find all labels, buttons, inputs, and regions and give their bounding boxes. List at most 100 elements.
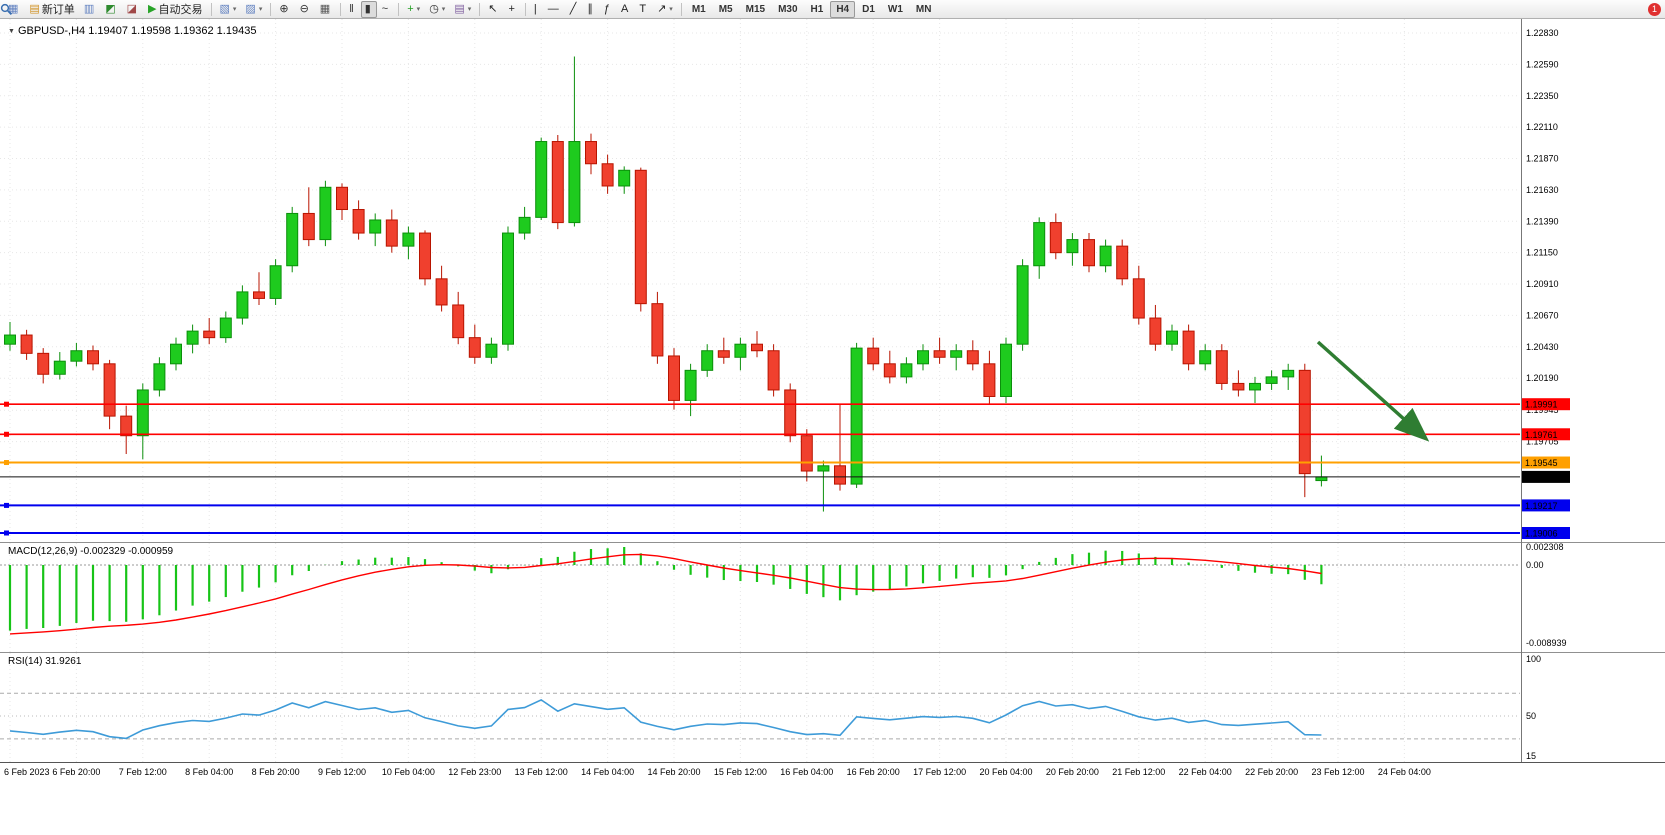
arrows-icon[interactable]: ↗ ▾ xyxy=(653,1,677,18)
timeframe-m1[interactable]: M1 xyxy=(686,1,712,18)
svg-text:1.21630: 1.21630 xyxy=(1526,185,1559,195)
cursor-icon[interactable]: ↖ xyxy=(484,1,503,18)
timeframe-m5[interactable]: M5 xyxy=(713,1,739,18)
autotrading-glyph: ▶ xyxy=(148,2,157,15)
time-axis-label: 22 Feb 04:00 xyxy=(1179,767,1232,777)
svg-text:15: 15 xyxy=(1526,751,1536,761)
svg-text:1.19217: 1.19217 xyxy=(1525,501,1558,511)
toolbar-separator xyxy=(524,2,526,16)
rsi-label: RSI(14) 31.9261 xyxy=(8,656,82,667)
candlestick-mode-icon[interactable]: ▮ xyxy=(360,0,377,18)
macd-panel[interactable]: 0.002308 0.00 -0.008939 xyxy=(0,542,1665,652)
svg-text:1.19006: 1.19006 xyxy=(1525,529,1558,539)
chart-title: ▼ GBPUSD-,H4 1.19407 1.19598 1.19362 1.1… xyxy=(8,25,256,37)
timeframe-d1[interactable]: D1 xyxy=(856,1,881,18)
chart-context-icon[interactable]: ▼ xyxy=(8,27,15,35)
time-axis[interactable]: 6 Feb 2023 6 Feb 20:00 7 Feb 12:00 8 Feb 04… xyxy=(0,762,1665,788)
time-axis-label: 14 Feb 20:00 xyxy=(647,767,700,777)
time-axis-label: 14 Feb 04:00 xyxy=(581,767,634,777)
timeframe-m15-label: M15 xyxy=(745,3,766,15)
zoom-out-icon[interactable]: ⊖ xyxy=(296,1,315,18)
autotrading-button[interactable]: ▶ 自动交易 xyxy=(144,1,206,18)
toolbar-separator xyxy=(680,2,682,16)
market-watch-icon[interactable]: ◩ xyxy=(101,1,121,18)
indicators-icon[interactable]: + ▾ xyxy=(403,1,424,18)
timeframe-m15[interactable]: M15 xyxy=(740,1,771,18)
bar-chart-mode-icon[interactable]: ‖ xyxy=(345,1,360,18)
svg-text:1.22590: 1.22590 xyxy=(1526,59,1559,69)
charts-grid-icon[interactable]: ▥ xyxy=(80,1,100,18)
timeframe-h4[interactable]: H4 xyxy=(830,0,856,18)
toolbar-separator xyxy=(270,2,272,16)
trend-arrow[interactable] xyxy=(1316,340,1430,442)
horizontal-line-icon[interactable]: — xyxy=(544,1,565,18)
svg-text:50: 50 xyxy=(1526,711,1536,721)
text-label-icon-glyph: T xyxy=(639,2,647,15)
tile-windows-icon[interactable]: ▦ xyxy=(316,1,336,18)
svg-text:1.19945: 1.19945 xyxy=(1526,405,1559,415)
price-tag-1.19545 xyxy=(1522,456,1570,469)
svg-text:1.19545: 1.19545 xyxy=(1525,458,1558,468)
timeframe-m30[interactable]: M30 xyxy=(772,1,803,18)
svg-text:1.19435: 1.19435 xyxy=(1525,472,1558,482)
fibonacci-icon[interactable]: ƒ xyxy=(600,1,616,18)
bar-chart-mode-icon-glyph: ‖ xyxy=(349,2,354,15)
timeframe-mn-label: MN xyxy=(915,3,932,15)
price-tag-1.19991 xyxy=(1522,398,1570,411)
templates-icon-glyph: ▤ xyxy=(454,2,465,15)
svg-text:-0.008939: -0.008939 xyxy=(1526,638,1567,648)
svg-text:1.19705: 1.19705 xyxy=(1526,437,1559,447)
svg-text:0.002308: 0.002308 xyxy=(1526,542,1564,552)
text-icon[interactable]: A xyxy=(617,1,634,18)
search-icon[interactable] xyxy=(0,1,1643,18)
zoom-out-icon-glyph: ⊖ xyxy=(299,2,309,15)
toolbar: ▦ ▤ 新订单 ▥ ◩ ◪ ▶ 自动交易 ▧ ▾ ▨ ▾ ⊕ ⊖ ▦ ‖ ▮ ~ + ▾ ◷ ▾ ▤ ▾ ↖ + | — ╱ ∥ ƒ A T ↗ ▾… xyxy=(0,0,1665,19)
price-chart[interactable]: 1.22830 1.22590 1.22350 1.22110 1.21870 1.216… xyxy=(0,19,1665,542)
time-axis-label: 8 Feb 20:00 xyxy=(252,767,300,777)
timeframe-mn[interactable]: MN xyxy=(910,1,938,18)
timeframe-h1[interactable]: H1 xyxy=(805,1,830,18)
profiles-icon[interactable]: ▨ ▾ xyxy=(241,1,266,18)
svg-text:1.22350: 1.22350 xyxy=(1526,91,1559,101)
vertical-line-icon[interactable]: | xyxy=(530,1,543,18)
time-axis-label: 23 Feb 12:00 xyxy=(1311,767,1364,777)
time-axis-label: 8 Feb 04:00 xyxy=(185,767,233,777)
navigator-icon-glyph: ◪ xyxy=(126,2,138,15)
trendline-icon[interactable]: ╱ xyxy=(566,1,583,18)
notification-badge[interactable]: 1 xyxy=(1648,2,1661,16)
equidistant-channel-icon[interactable]: ∥ xyxy=(583,1,599,18)
navigator-icon[interactable]: ◪ xyxy=(123,1,143,18)
periods-icon-glyph: ◷ xyxy=(429,2,439,15)
new-order-button-label: 新订单 xyxy=(41,4,75,16)
time-axis-label: 17 Feb 12:00 xyxy=(913,767,966,777)
new-order-button[interactable]: ▤ 新订单 xyxy=(25,1,78,18)
timeframe-h1-label: H1 xyxy=(810,3,824,15)
market-watch-icon-glyph: ◩ xyxy=(105,2,116,15)
zoom-in-icon[interactable]: ⊕ xyxy=(275,1,294,18)
price-tag-1.19217 xyxy=(1522,499,1570,512)
zoom-in-icon-glyph: ⊕ xyxy=(279,2,289,15)
time-axis-label: 7 Feb 12:00 xyxy=(119,767,167,777)
new-chart-icon[interactable]: ▧ ▾ xyxy=(216,1,241,18)
time-axis-label: 24 Feb 04:00 xyxy=(1378,767,1431,777)
price-tag-1.19006 xyxy=(1522,527,1570,539)
timeframe-m1-label: M1 xyxy=(691,3,706,15)
line-chart-mode-icon[interactable]: ~ xyxy=(378,1,394,18)
timeframe-w1[interactable]: W1 xyxy=(882,1,909,18)
text-label-icon[interactable]: T xyxy=(635,1,652,18)
svg-text:1.19991: 1.19991 xyxy=(1525,400,1558,410)
periods-icon[interactable]: ◷ ▾ xyxy=(425,1,449,18)
trendline-icon-glyph: ╱ xyxy=(569,2,577,15)
crosshair-icon-glyph: + xyxy=(508,2,515,15)
time-axis-label: 6 Feb 20:00 xyxy=(52,767,100,777)
timeframe-m30-label: M30 xyxy=(778,3,798,15)
chevron-down-icon: ▾ xyxy=(669,6,673,13)
crosshair-icon[interactable]: + xyxy=(504,1,520,18)
cursor-icon-glyph: ↖ xyxy=(488,2,498,15)
chart-window-icon[interactable]: ▦ xyxy=(4,1,24,18)
templates-icon[interactable]: ▤ ▾ xyxy=(450,1,475,18)
rsi-panel[interactable]: 100 50 15 xyxy=(0,652,1665,762)
svg-text:1.21150: 1.21150 xyxy=(1526,248,1558,258)
time-axis-label: 6 Feb 2023 xyxy=(4,767,50,777)
svg-text:1.20190: 1.20190 xyxy=(1526,373,1559,383)
